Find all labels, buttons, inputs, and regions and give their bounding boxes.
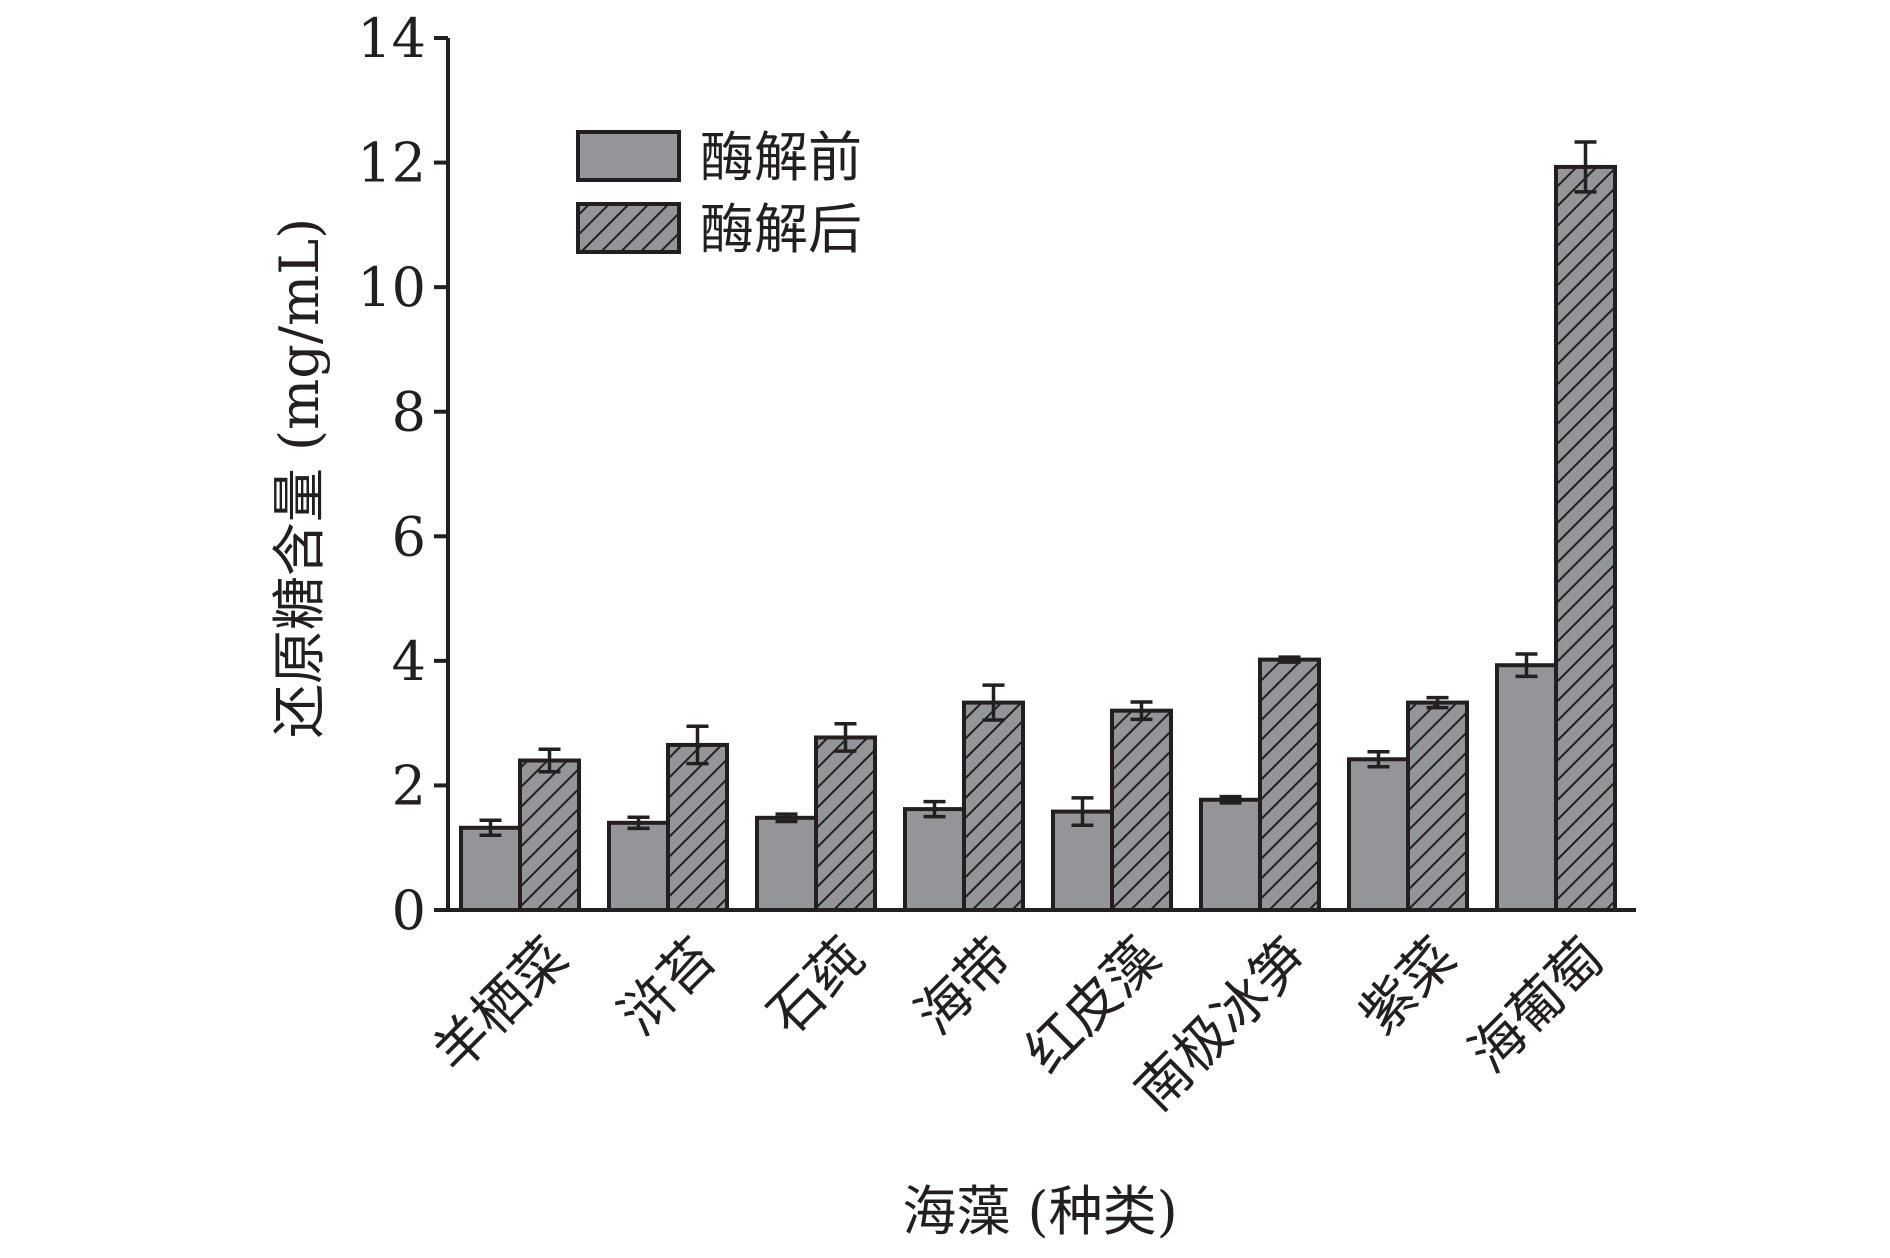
bar-after-7	[1554, 164, 1617, 912]
bar-before-0	[459, 825, 522, 912]
legend: 酶解前 酶解后	[576, 126, 862, 261]
x-category-label: 浒苔	[607, 926, 728, 1047]
bar-before-2	[755, 815, 818, 912]
y-axis-title: 还原糖含量 (mg/mL)	[268, 218, 331, 738]
bar-after-2	[814, 735, 877, 912]
x-category-label: 羊栖菜	[421, 926, 580, 1085]
bar-before-6	[1347, 757, 1410, 912]
bar-after-1	[666, 742, 729, 913]
bar-before-7	[1495, 663, 1558, 913]
y-ticks-group: 0 2 4 6 8 10 12 14	[357, 7, 448, 942]
bar-before-1	[607, 820, 670, 912]
x-category-label: 海葡萄	[1457, 926, 1616, 1085]
legend-swatch-hatched	[576, 202, 681, 254]
x-category-label: 海带	[903, 926, 1024, 1047]
y-tick-label: 0	[392, 879, 426, 942]
bar-before-5	[1199, 797, 1262, 912]
x-axis-title: 海藻 (种类)	[902, 1180, 1177, 1243]
error-bars-group	[479, 140, 1597, 838]
x-category-label: 石莼	[755, 926, 876, 1047]
y-tick-label: 6	[392, 505, 426, 568]
legend-swatch-solid	[576, 130, 681, 182]
bar-after-4	[1110, 708, 1173, 913]
legend-label-hatched: 酶解后	[700, 198, 862, 261]
bar-after-0	[518, 758, 581, 912]
bar-after-5	[1258, 657, 1321, 913]
bar-before-3	[903, 807, 966, 913]
y-tick-label: 12	[357, 132, 426, 195]
y-tick-label: 2	[392, 754, 426, 817]
y-tick-label: 4	[392, 630, 426, 693]
legend-label-solid: 酶解前	[700, 126, 862, 189]
bar-after-3	[962, 700, 1025, 912]
y-tick-label: 10	[357, 256, 426, 319]
y-tick-label: 14	[357, 7, 426, 70]
x-category-label: 紫菜	[1347, 926, 1468, 1047]
bars-group	[459, 164, 1617, 913]
y-tick-label: 8	[392, 381, 426, 444]
bar-after-6	[1406, 700, 1469, 912]
